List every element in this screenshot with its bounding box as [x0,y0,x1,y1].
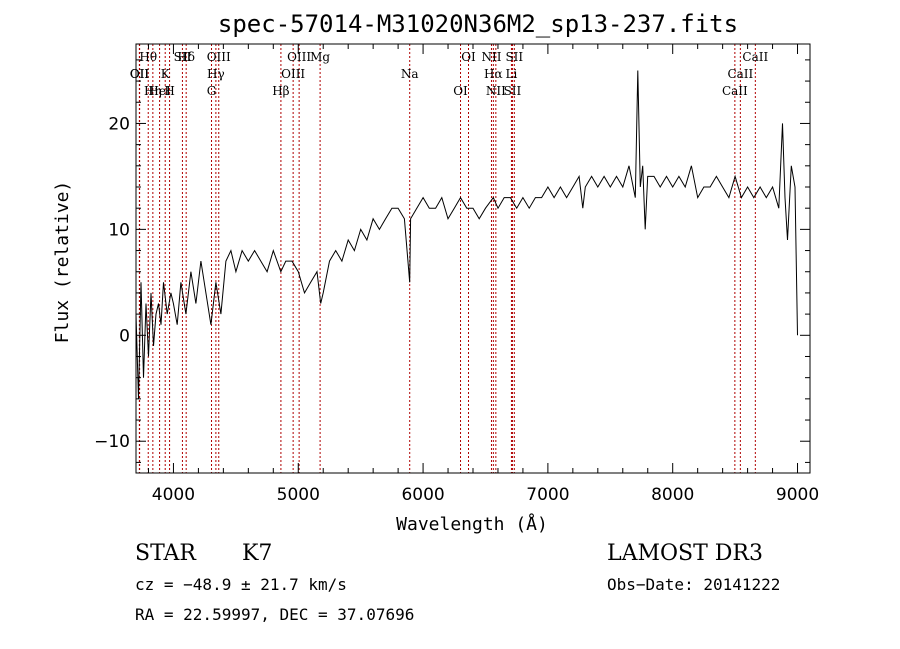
line-label: OII [130,67,150,81]
line-label: H [164,84,174,98]
line-markers [138,44,756,473]
plot-frame [135,43,811,474]
line-label: Hη [144,84,162,98]
line-label: Hγ [207,67,225,81]
x-tick-label: 8000 [651,485,694,505]
y-tick-label: 20 [108,114,130,134]
x-tick-label: 7000 [526,485,569,505]
redshift-cz: cz = −48.9 ± 21.7 km/s [135,575,347,594]
line-label: OIII [207,50,231,64]
line-label: OIII [287,50,311,64]
line-label: Hβ [272,84,289,98]
spectrum-line [135,70,798,399]
x-axis-label: Wavelength (Å) [396,513,548,535]
line-label: HeI [148,84,171,98]
line-label: NII [481,50,501,64]
survey-name: LAMOST DR3 [607,541,763,566]
object-class: STAR [135,541,197,566]
line-label: CaII [722,84,748,98]
y-tick-label: −10 [94,432,130,452]
coordinates: RA = 22.59997, DEC = 37.07696 [135,605,414,624]
line-label: SII [505,50,523,64]
line-label: CaII [742,50,768,64]
observation-date: Obs−Date: 20141222 [607,575,780,594]
line-label: OIII [281,67,305,81]
line-label: NII [486,84,506,98]
line-label: SII [504,84,522,98]
line-label: Hδ [177,50,195,64]
line-label: K [161,67,171,81]
x-tick-label: 6000 [401,485,444,505]
y-tick-label: 0 [119,326,130,346]
y-tick-label: 10 [108,220,130,240]
axis-ticks: 4000 5000 6000 7000 8000 9000 −10 0 10 20 [94,44,819,505]
y-axis-label: Flux (relative) [52,181,73,344]
line-label: SII [174,50,192,64]
line-label: OII [130,67,150,81]
line-label: Mg [310,50,330,64]
line-label: Hα [484,67,503,81]
line-label: G [207,84,217,98]
x-tick-label: 5000 [277,485,320,505]
line-label: OI [461,50,476,64]
spectrum-series [135,70,798,399]
chart-title: spec-57014-M31020N36M2_sp13-237.fits [218,10,738,38]
line-label: CaII [727,67,753,81]
line-labels: HθKHHδOIIHeISIIOIIHηOIIIHγGOIIIOIIIHβMgN… [130,50,769,98]
line-label: Li [506,67,518,81]
x-tick-label: 4000 [152,485,195,505]
line-label: Na [401,67,419,81]
x-tick-label: 9000 [776,485,819,505]
line-label: OI [453,84,468,98]
line-label: Hθ [139,50,157,64]
spectral-subclass: K7 [242,541,272,566]
